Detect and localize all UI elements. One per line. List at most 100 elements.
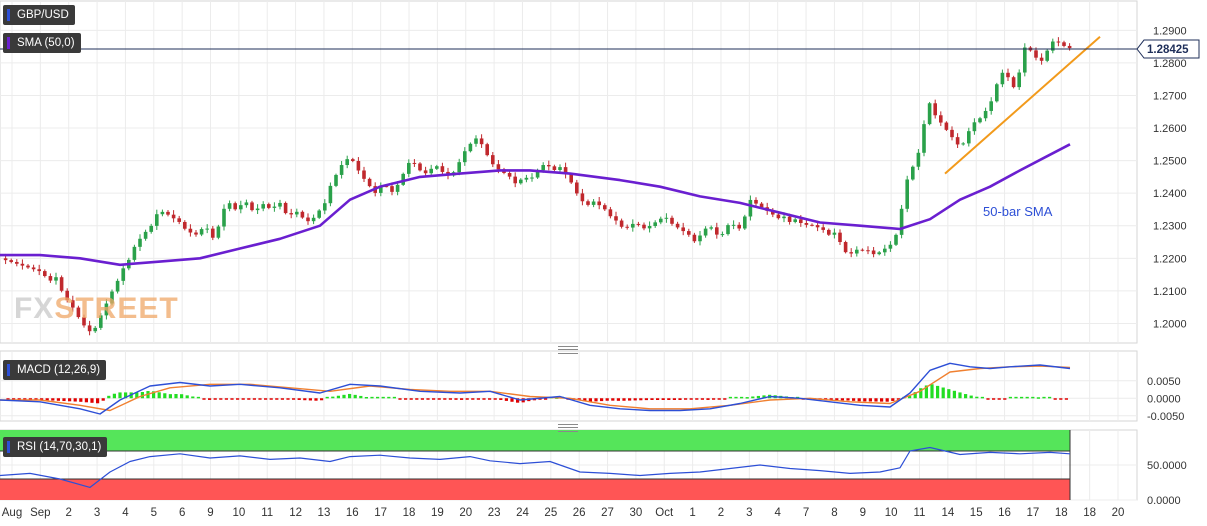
x-tick-label: 2 <box>718 507 724 519</box>
macd-hist-bar-negative <box>241 398 245 400</box>
candle-down <box>804 223 809 225</box>
candle-up <box>295 211 299 215</box>
x-tick-label: 27 <box>601 507 614 519</box>
candle-up <box>995 84 999 102</box>
price-y-tick-label: 1.2900 <box>1153 25 1187 37</box>
candle-down <box>15 261 19 264</box>
macd-hist-bar-positive <box>331 396 335 399</box>
macd-hist-bar-positive <box>387 396 391 399</box>
macd-hist-bar-negative <box>639 398 643 401</box>
macd-hist-bar-negative <box>40 398 44 401</box>
candle-down <box>608 209 613 217</box>
x-tick-label: 30 <box>629 507 642 519</box>
candle-down <box>625 226 629 228</box>
candle-down <box>71 300 75 308</box>
price-y-tick-label: 1.2000 <box>1153 318 1187 330</box>
candle-down <box>479 138 484 145</box>
macd-hist-bar-negative <box>583 398 587 402</box>
macd-hist-bar-negative <box>1003 398 1007 400</box>
macd-hist-bar-positive <box>936 385 940 399</box>
candle-down <box>356 160 361 171</box>
x-tick-label: 20 <box>1112 507 1125 519</box>
candle-down <box>776 214 781 219</box>
symbol-badge[interactable]: GBP/USD <box>3 5 75 25</box>
x-tick-label: 16 <box>346 507 359 519</box>
macd-hist-bar-negative <box>863 398 867 402</box>
candle-down <box>771 210 775 215</box>
macd-hist-bar-negative <box>723 398 727 400</box>
macd-hist-bar-positive <box>756 395 760 399</box>
candle-up <box>339 165 344 175</box>
sma-legend-badge[interactable]: SMA (50,0) <box>3 33 81 53</box>
candle-up <box>463 151 467 163</box>
x-tick-label: 5 <box>151 507 157 519</box>
candle-up <box>883 248 887 253</box>
candle-up <box>653 222 657 227</box>
candle-down <box>423 170 428 174</box>
candle-up <box>961 143 965 145</box>
sma-legend-label: SMA (50,0) <box>17 37 75 49</box>
candle-up <box>1000 72 1005 85</box>
macd-hist-bar-negative <box>320 398 324 401</box>
candle-up <box>1017 72 1021 88</box>
macd-hist-bar-negative <box>661 398 665 400</box>
macd-hist-bar-positive <box>941 387 945 399</box>
candle-down <box>362 170 366 179</box>
candle-down <box>754 199 758 204</box>
x-tick-label: 13 <box>318 507 331 519</box>
x-tick-label: 6 <box>179 507 185 519</box>
candle-down <box>939 115 943 123</box>
symbol-swatch-icon <box>7 9 10 21</box>
x-tick-label: 11 <box>261 507 273 519</box>
candle-up <box>793 219 797 222</box>
macd-hist-bar-negative <box>264 398 268 400</box>
candle-down <box>440 166 445 172</box>
last-price-tag <box>1136 39 1200 59</box>
symbol-label: GBP/USD <box>17 9 69 21</box>
candle-down <box>166 211 170 215</box>
rsi-y-tick-label: 0.0000 <box>1147 495 1181 507</box>
candle-up <box>222 208 226 227</box>
macd-hist-bar-negative <box>297 398 301 400</box>
price-y-tick-label: 1.2200 <box>1153 253 1187 265</box>
macd-hist-bar-negative <box>1059 398 1063 400</box>
macd-legend-badge[interactable]: MACD (12,26,9) <box>3 360 107 380</box>
macd-hist-bar-negative <box>28 398 32 400</box>
candle-down <box>815 225 820 228</box>
x-tick-label: 26 <box>573 507 586 519</box>
macd-hist-bar-positive <box>1036 397 1040 399</box>
candle-up <box>541 165 545 171</box>
rsi-overbought-zone <box>0 430 1070 451</box>
candle-up <box>261 204 265 209</box>
candle-down <box>306 217 310 222</box>
macd-hist-bar-negative <box>432 398 436 400</box>
macd-hist-bar-negative <box>437 398 441 400</box>
candle-down <box>1039 57 1044 61</box>
x-tick-label: 16 <box>998 507 1011 519</box>
candle-down <box>692 234 697 242</box>
macd-hist-bar-negative <box>482 398 486 400</box>
candle-down <box>821 227 825 230</box>
price-y-tick-label: 1.2300 <box>1153 221 1187 233</box>
pane-resize-handle-macd[interactable] <box>558 346 578 354</box>
candle-down <box>715 227 719 235</box>
pane-resize-handle-rsi[interactable] <box>558 424 578 432</box>
macd-hist-bar-negative <box>896 398 900 400</box>
candle-up <box>983 110 988 119</box>
macd-hist-bar-negative <box>90 398 94 403</box>
macd-hist-bar-negative <box>829 398 833 401</box>
candle-down <box>418 163 422 171</box>
candle-down <box>552 166 557 170</box>
x-tick-label: 20 <box>459 507 472 519</box>
macd-pane-frame <box>0 350 1138 422</box>
candle-down <box>496 164 501 170</box>
macd-hist-bar-negative <box>544 398 548 400</box>
candle-down <box>65 290 69 301</box>
candle-up <box>709 227 713 229</box>
candle-up <box>972 122 977 132</box>
candle-up <box>395 184 400 192</box>
candle-up <box>631 223 635 228</box>
macd-hist-bar-negative <box>650 398 654 400</box>
rsi-legend-badge[interactable]: RSI (14,70,30,1) <box>3 437 108 457</box>
